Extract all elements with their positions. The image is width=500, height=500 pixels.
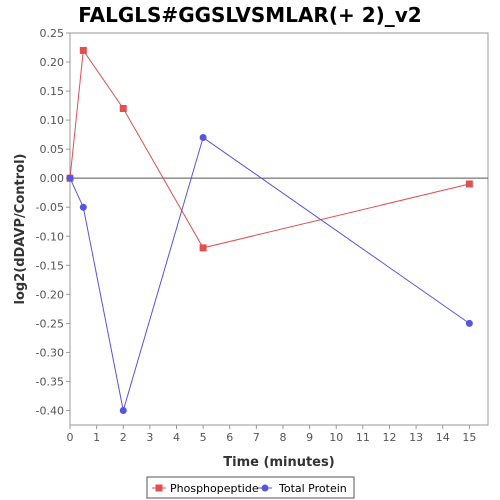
y-tick-label: 0.20	[40, 56, 65, 69]
x-tick-label: 7	[253, 431, 260, 444]
x-tick-label: 11	[356, 431, 370, 444]
y-tick-label: 0.10	[40, 114, 65, 127]
y-tick-label: -0.25	[36, 317, 64, 330]
y-tick-label: -0.10	[36, 230, 64, 243]
y-tick-label: -0.35	[36, 375, 64, 388]
x-tick-label: 13	[409, 431, 423, 444]
legend-box	[146, 476, 355, 499]
data-point-circle	[66, 174, 74, 182]
data-point-square	[199, 244, 207, 252]
y-tick-label: -0.05	[36, 201, 64, 214]
data-point-square	[465, 180, 473, 188]
x-tick-label: 8	[279, 431, 286, 444]
x-tick-label: 1	[93, 431, 100, 444]
x-tick-label: 4	[173, 431, 180, 444]
chart-title: FALGLS#GGSLVSMLAR(+ 2)_v2	[78, 3, 421, 27]
y-tick-label: -0.15	[36, 259, 64, 272]
data-point-square	[119, 104, 127, 112]
x-axis-label: Time (minutes)	[223, 455, 334, 470]
y-axis: 0.25 0.20 0.15 0.10 0.05 0.00 -0.05 -0.10 -0.15 -…	[36, 27, 70, 417]
legend-label: Phosphopeptide	[170, 482, 259, 495]
legend: Phosphopeptide Total Protein	[146, 476, 355, 499]
y-tick-label: 0.00	[40, 172, 65, 185]
y-tick-label: -0.30	[36, 346, 64, 359]
x-tick-label: 3	[146, 431, 153, 444]
data-point-circle	[119, 406, 127, 414]
legend-item: Total Protein	[258, 482, 347, 495]
x-tick-label: 0	[67, 431, 74, 444]
x-tick-label: 2	[120, 431, 127, 444]
data-point-circle	[465, 319, 473, 327]
plot-area	[69, 32, 489, 426]
y-tick-label: -0.40	[36, 404, 64, 417]
x-tick-label: 14	[436, 431, 450, 444]
y-axis-label: log2(dDAVP/Control)	[13, 154, 28, 305]
series-layer	[66, 46, 473, 414]
data-point-circle	[79, 203, 87, 211]
legend-label: Total Protein	[278, 482, 347, 495]
legend-marker-circle	[261, 484, 269, 492]
data-point-circle	[199, 134, 207, 142]
x-tick-label: 12	[382, 431, 396, 444]
data-point-square	[79, 46, 87, 54]
legend-marker-square	[155, 484, 163, 492]
y-tick-label: 0.15	[40, 85, 65, 98]
x-tick-label: 5	[200, 431, 207, 444]
x-tick-label: 9	[306, 431, 313, 444]
series-circle	[66, 134, 473, 414]
y-tick-label: 0.05	[40, 143, 65, 156]
x-tick-label: 15	[462, 431, 476, 444]
y-tick-label: 0.25	[40, 27, 65, 40]
y-tick-label: -0.20	[36, 288, 64, 301]
x-tick-label: 6	[226, 431, 233, 444]
x-axis: 0 1 2 3 4 5 6 7 8 9 10 11 12 13 14 15	[67, 425, 476, 444]
x-tick-label: 10	[329, 431, 343, 444]
legend-item: Phosphopeptide	[152, 482, 259, 495]
